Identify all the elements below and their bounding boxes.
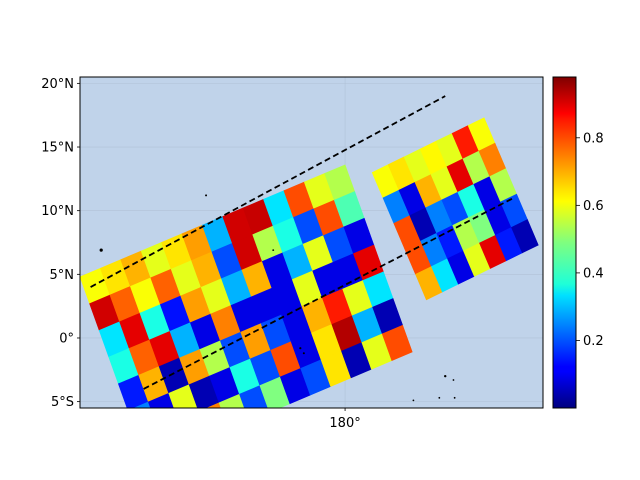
- lon-tick-label: 180°: [329, 416, 360, 431]
- colorbar-tick-label: 0.4: [583, 266, 604, 281]
- island-marker: [412, 399, 415, 402]
- islands: [99, 194, 456, 402]
- swath-1: [80, 164, 413, 464]
- island-marker: [299, 347, 302, 350]
- lat-tick-label: 10°N: [41, 204, 74, 219]
- track-line: [143, 197, 514, 390]
- swath-cell: [133, 401, 151, 408]
- colorbar-tick-label: 0.2: [583, 334, 604, 349]
- island-marker: [99, 248, 103, 252]
- island-marker: [272, 249, 275, 252]
- swath-cells: [80, 117, 539, 464]
- colorbar: 0.2 0.4 0.6 0.8: [552, 76, 604, 409]
- map-panel: 20°N 15°N 10°N 5°N 0° 5°S 180°: [41, 76, 544, 464]
- swath-cell: [239, 385, 269, 408]
- colorbar-ticks: 0.2 0.4 0.6 0.8: [576, 131, 604, 349]
- island-marker: [453, 396, 456, 399]
- island-marker: [302, 352, 305, 355]
- colorbar-gradient: [552, 76, 577, 409]
- lat-tick-label: 5°N: [50, 268, 75, 283]
- track-lines: [90, 95, 514, 390]
- island-marker: [452, 379, 455, 381]
- colorbar-tick-label: 0.8: [583, 131, 604, 146]
- longitude-labels: 180°: [329, 408, 361, 431]
- colorbar-tick-label: 0.6: [583, 199, 604, 214]
- swath-cell: [178, 411, 208, 446]
- island-marker: [205, 194, 208, 197]
- swath-cell: [381, 324, 413, 361]
- swath-cell: [147, 392, 175, 408]
- lat-tick-label: 15°N: [41, 141, 74, 156]
- lat-tick-label: 20°N: [41, 77, 74, 92]
- track-line: [90, 95, 446, 288]
- swath-cell: [511, 219, 539, 254]
- latitude-labels: 20°N 15°N 10°N 5°N 0° 5°S: [41, 77, 80, 410]
- island-marker: [444, 374, 447, 378]
- island-marker: [438, 396, 441, 399]
- swath-cell: [168, 384, 198, 408]
- swath-cell: [138, 429, 168, 464]
- swath-cell: [218, 393, 245, 408]
- map-frame: [79, 76, 544, 409]
- swath-cell: [158, 420, 188, 455]
- lat-tick-label: 0°: [59, 331, 74, 346]
- swath-cell: [206, 402, 222, 408]
- lat-tick-label: 5°S: [51, 395, 74, 410]
